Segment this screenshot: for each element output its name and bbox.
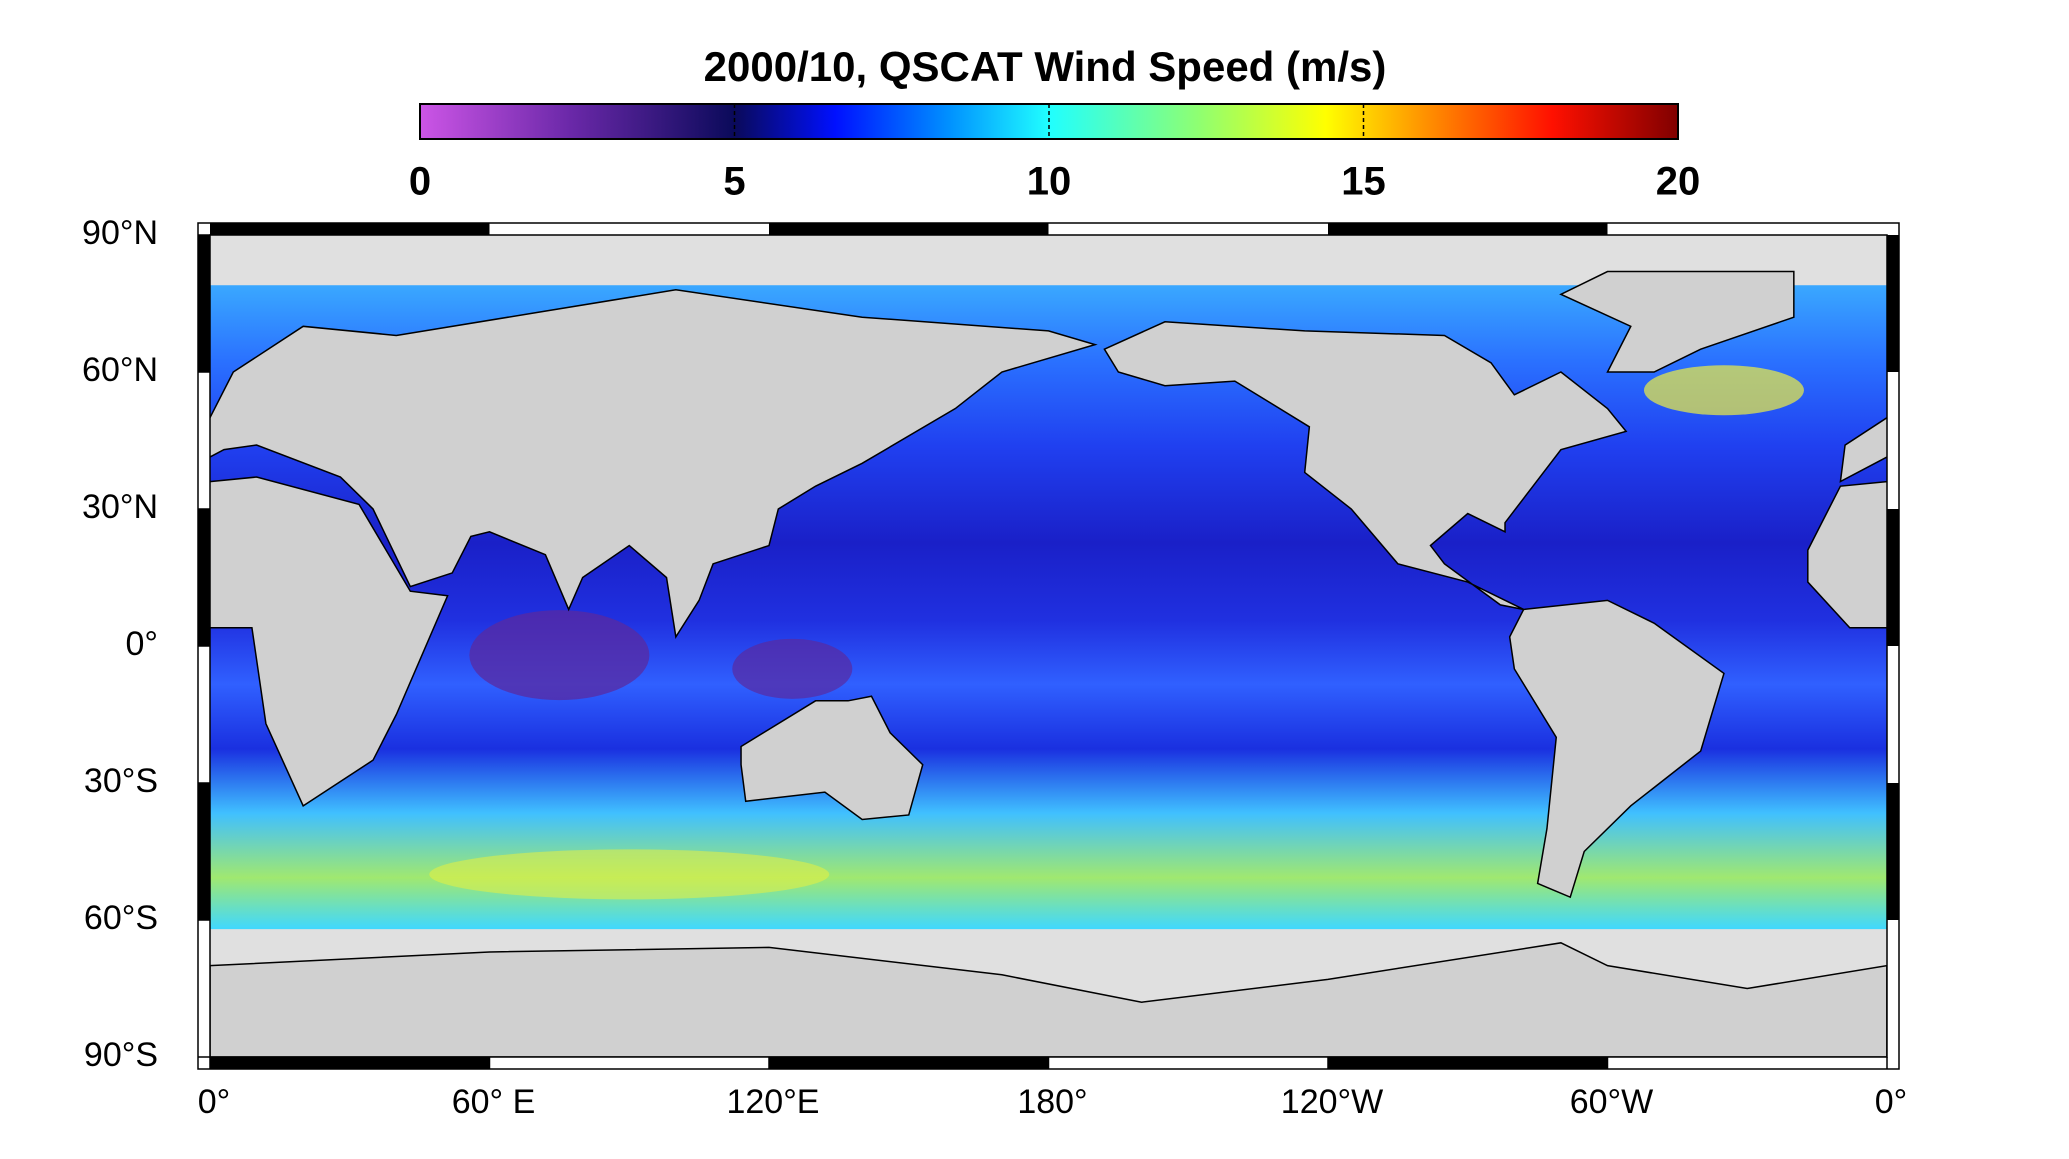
lat-tick-label: 0° <box>125 625 158 663</box>
colorbar-tick-label: 5 <box>723 160 745 204</box>
land <box>1886 964 1887 1057</box>
calm-zone <box>469 610 650 701</box>
lon-tick-label: 120°E <box>726 1083 819 1121</box>
frame-segment <box>198 783 210 920</box>
calm-zone <box>732 638 853 699</box>
colorbar: 0 5 10 15 20 <box>409 103 1701 204</box>
lon-tick-label: 60° E <box>452 1083 536 1121</box>
lat-tick-label: 90°N <box>82 214 158 252</box>
frame-segment <box>198 235 210 372</box>
title: 2000/10, QSCAT Wind Speed (m/s) <box>704 43 1387 90</box>
map-area <box>210 235 1887 1057</box>
strong-wind <box>429 849 830 900</box>
lon-tick-label: 0° <box>1875 1083 1908 1121</box>
land <box>210 942 1887 1057</box>
lon-tick-label: 0° <box>198 1083 231 1121</box>
lat-tick-label: 60°N <box>82 351 158 389</box>
frame-segment <box>1328 223 1608 235</box>
map: 0° 60° E 120°E 180° 120°W 60°W 0° 90°N 60°N 30°N 0… <box>82 214 1908 1121</box>
lat-tick-label: 30°S <box>84 762 158 800</box>
land <box>210 476 449 807</box>
land <box>1559 270 1795 373</box>
strong-wind <box>1643 365 1804 416</box>
colorbar-tick-label: 20 <box>1656 160 1701 204</box>
frame-segment <box>1887 783 1899 920</box>
lon-tick-label: 120°W <box>1281 1083 1383 1121</box>
frame-segment <box>769 223 1049 235</box>
lon-tick-label: 180° <box>1017 1083 1087 1121</box>
frame-segment <box>210 1057 490 1069</box>
frame-segment <box>769 1057 1049 1069</box>
frame-segment <box>198 509 210 646</box>
colorbar-tick-label: 0 <box>409 160 431 204</box>
land <box>1508 599 1725 899</box>
land <box>740 695 924 821</box>
lat-tick-label: 30°N <box>82 488 158 526</box>
lat-tick-label: 60°S <box>84 899 158 937</box>
lon-tick-label: 60°W <box>1570 1083 1654 1121</box>
lat-tick-label: 90°S <box>84 1036 158 1074</box>
land <box>210 289 1098 639</box>
land <box>1839 416 1887 483</box>
frame-segment <box>1328 1057 1608 1069</box>
land <box>1103 321 1628 611</box>
colorbar-tick-label: 15 <box>1341 160 1386 204</box>
land <box>1807 480 1887 629</box>
frame-segment <box>210 223 490 235</box>
frame-segment <box>1887 509 1899 646</box>
colorbar-tick-label: 10 <box>1027 160 1072 204</box>
frame-segment <box>1887 235 1899 372</box>
